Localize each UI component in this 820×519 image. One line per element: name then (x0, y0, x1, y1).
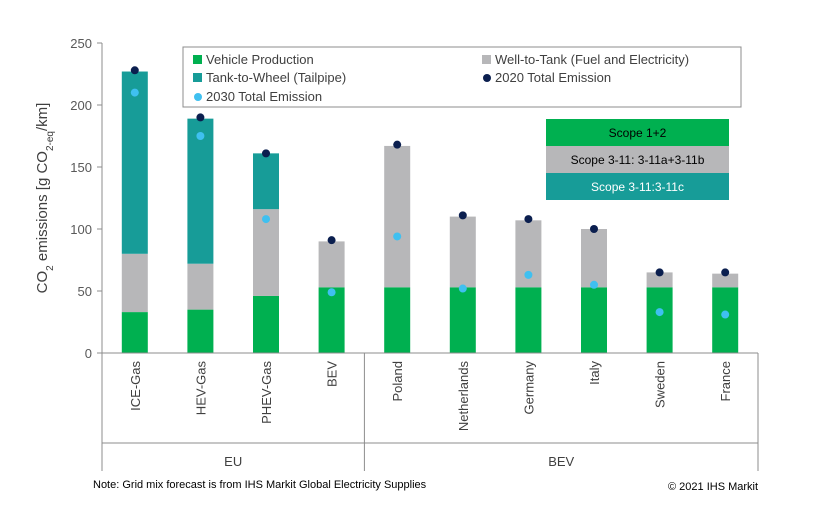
y-label-subscript: 2-eq (45, 131, 56, 151)
bar-segment (121, 71, 148, 254)
bar-segment (253, 295, 279, 353)
legend-box (182, 46, 742, 108)
y-label-subscript: 2 (45, 265, 56, 271)
bar-segment (121, 312, 148, 353)
data-point (524, 215, 533, 224)
bar-segment (121, 253, 148, 313)
data-point (721, 268, 730, 277)
category-label: Italy (587, 361, 602, 385)
data-point (196, 132, 205, 140)
category-label: ICE-Gas (128, 361, 143, 411)
data-point (655, 268, 664, 277)
y-tick-label: 0 (85, 346, 92, 361)
y-label-text: CO (34, 271, 51, 294)
bar-segment (253, 209, 279, 296)
data-point (327, 288, 336, 297)
bar-segment (187, 118, 214, 264)
group-label: EU (224, 454, 242, 469)
scope-box (546, 119, 729, 146)
legend-label: Well-to-Tank (Fuel and Electricity) (495, 52, 689, 67)
footnote: Note: Grid mix forecast is from IHS Mark… (93, 479, 427, 491)
y-tick-label: 100 (70, 222, 92, 237)
bar-segment (581, 229, 607, 288)
y-tick-label: 50 (78, 284, 92, 299)
bar-segment (515, 287, 542, 353)
y-tick-label: 250 (70, 36, 92, 51)
data-point (721, 310, 730, 319)
y-axis: 0 50 100 150 200 250 (70, 36, 103, 361)
legend-label: Vehicle Production (206, 52, 314, 67)
bar-segment (384, 287, 411, 353)
category-label: PHEV-Gas (259, 361, 274, 424)
category-label: France (718, 361, 733, 401)
bar-segment (646, 272, 673, 288)
bar-segment (318, 241, 345, 288)
legend-swatch (193, 73, 202, 82)
legend-label: 2020 Total Emission (495, 70, 611, 85)
bar-segment (449, 287, 476, 353)
data-point (458, 284, 467, 293)
scope-label: Scope 1+2 (609, 126, 667, 140)
legend-swatch (482, 55, 491, 64)
x-axis: ICE-Gas HEV-Gas PHEV-Gas BEV Poland Netherlan… (101, 352, 759, 471)
bar-segment (253, 153, 279, 210)
scope-box (546, 146, 729, 173)
legend-marker (194, 93, 202, 101)
data-point (393, 140, 402, 149)
category-label: BEV (325, 361, 340, 387)
legend: Vehicle Production Well-to-Tank (Fuel and… (182, 46, 742, 108)
data-point (590, 280, 598, 289)
legend-marker (483, 74, 491, 82)
bar-segment (449, 216, 476, 288)
data-point (524, 270, 533, 279)
legend-label: Tank-to-Wheel (Tailpipe) (206, 70, 346, 85)
scope-label: Scope 3-11:3-11c (591, 180, 684, 194)
y-label-text: emissions [g CO (34, 151, 51, 265)
group-label: BEV (548, 454, 574, 469)
points (130, 66, 730, 319)
data-point (262, 149, 270, 158)
category-label: HEV-Gas (193, 361, 208, 416)
scope-label: Scope 3-11: 3-11a+3-11b (571, 153, 705, 167)
bar-segment (646, 287, 673, 353)
data-point (458, 211, 467, 220)
legend-label: 2030 Total Emission (206, 89, 322, 104)
bars (121, 71, 739, 353)
data-point (327, 236, 336, 245)
scope-boxes: Scope 1+2 Scope 3-11: 3-11a+3-11b Scope 3-… (546, 119, 729, 200)
bar-segment (712, 287, 739, 353)
bar-segment (581, 287, 607, 353)
category-label: Germany (521, 361, 536, 415)
y-axis-label: CO2 emissions [g CO2-eq/km] (34, 103, 56, 294)
y-label-text: /km] (34, 103, 51, 131)
data-point (655, 308, 664, 317)
bar-segment (187, 263, 214, 310)
legend-swatch (193, 55, 202, 64)
category-label: Netherlands (456, 361, 471, 432)
bar-segment (318, 287, 345, 353)
bar-segment (187, 309, 214, 353)
data-point (196, 113, 205, 122)
data-point (590, 225, 598, 233)
copyright: © 2021 IHS Markit (668, 481, 759, 493)
scope-box (546, 173, 729, 200)
data-point (262, 215, 270, 224)
category-label: Poland (390, 361, 405, 401)
data-point (130, 88, 139, 97)
category-label: Sweden (653, 361, 668, 408)
y-tick-label: 200 (70, 98, 92, 113)
bar-segment (712, 273, 739, 288)
data-point (130, 66, 139, 75)
y-tick-label: 150 (70, 160, 92, 175)
bar-segment (384, 145, 411, 288)
data-point (393, 232, 402, 241)
